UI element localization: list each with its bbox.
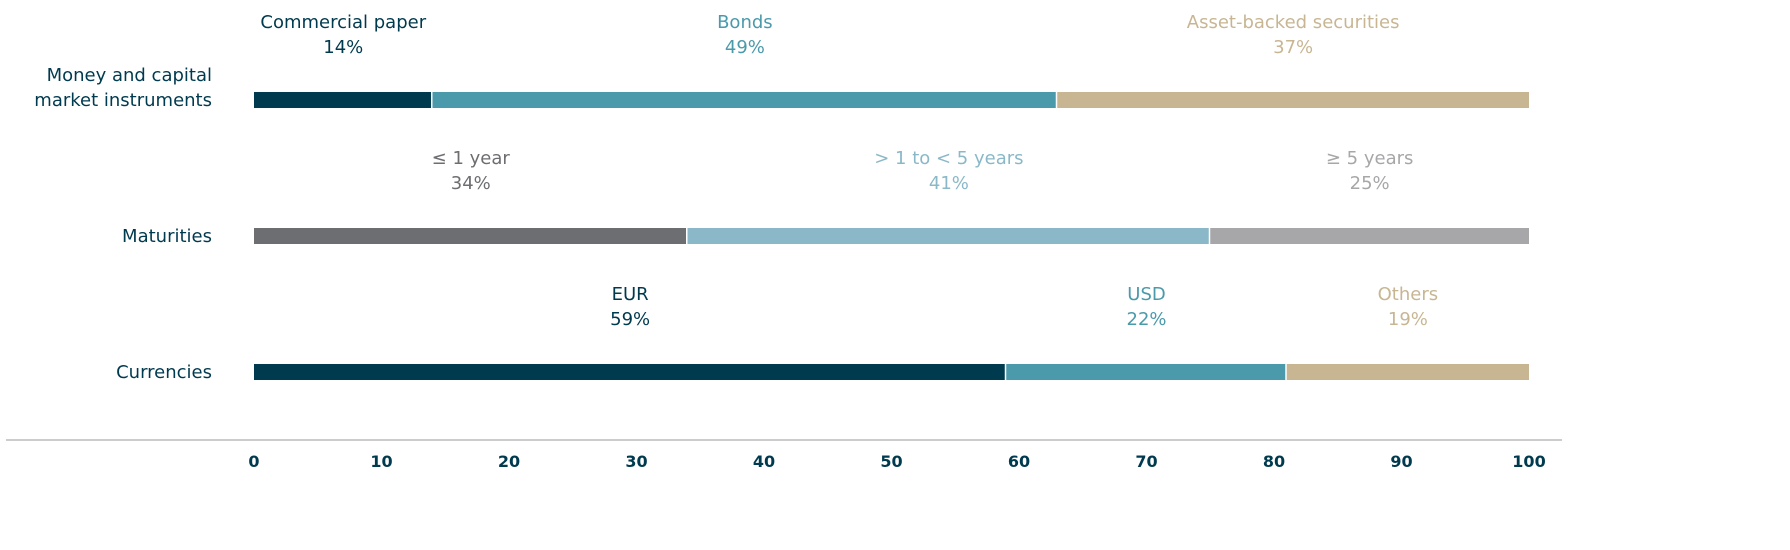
segment-name: > 1 to < 5 years bbox=[874, 148, 1024, 169]
category-label: Currencies bbox=[116, 362, 212, 383]
bar-segment bbox=[1210, 228, 1529, 244]
bar-segment bbox=[254, 92, 431, 108]
x-tick-label: 80 bbox=[1262, 452, 1286, 471]
x-tick-label: 10 bbox=[370, 452, 393, 471]
value-label: 19% bbox=[1387, 309, 1428, 330]
segment-name: Others bbox=[1377, 284, 1439, 305]
value-label: 14% bbox=[323, 37, 364, 58]
segment-name: ≤ 1 year bbox=[431, 148, 510, 169]
x-tick-label: 70 bbox=[1135, 452, 1158, 471]
bar-segment bbox=[1057, 92, 1529, 108]
bar-segment bbox=[254, 364, 1005, 380]
segment-name: Commercial paper bbox=[260, 12, 427, 33]
segment-name: ≥ 5 years bbox=[1325, 148, 1414, 169]
segment-name: Asset-backed securities bbox=[1186, 12, 1400, 33]
segment-name: USD bbox=[1127, 284, 1166, 305]
value-label: 49% bbox=[724, 37, 765, 58]
x-tick-label: 50 bbox=[880, 452, 903, 471]
x-tick-label: 100 bbox=[1512, 452, 1546, 471]
segment-name: Bonds bbox=[717, 12, 773, 33]
x-tick-label: 90 bbox=[1390, 452, 1413, 471]
category-label: Money and capital market instruments bbox=[34, 65, 212, 111]
value-label: 37% bbox=[1273, 37, 1314, 58]
bar-segment bbox=[432, 92, 1056, 108]
value-label: 22% bbox=[1126, 309, 1167, 330]
x-tick-label: 20 bbox=[497, 452, 521, 471]
value-label: 34% bbox=[450, 173, 491, 194]
bar-segment bbox=[254, 228, 686, 244]
value-label: 25% bbox=[1349, 173, 1390, 194]
x-tick-label: 30 bbox=[625, 452, 648, 471]
segment-name: EUR bbox=[611, 284, 649, 305]
bar-segment bbox=[1006, 364, 1286, 380]
bar-segment bbox=[1286, 364, 1529, 380]
value-label: 59% bbox=[610, 309, 651, 330]
category-label: Maturities bbox=[122, 226, 212, 247]
x-tick-label: 60 bbox=[1007, 452, 1031, 471]
bar-segment bbox=[687, 228, 1209, 244]
x-tick-label: 40 bbox=[752, 452, 776, 471]
x-tick-label: 0 bbox=[248, 452, 260, 471]
value-label: 41% bbox=[928, 173, 969, 194]
